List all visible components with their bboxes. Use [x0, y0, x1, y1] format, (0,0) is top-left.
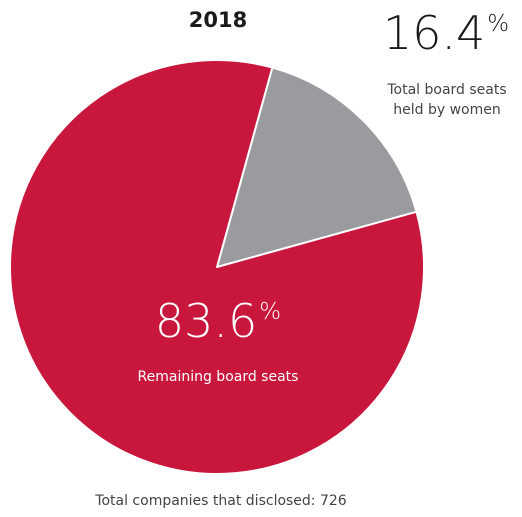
women-percent-sign: %	[487, 10, 510, 37]
remaining-label: Remaining board seats	[137, 369, 299, 385]
chart-title: 2018	[188, 8, 248, 32]
remaining-value: 83.6	[154, 294, 258, 348]
women-label-line2: held by women	[393, 102, 501, 118]
remaining-percentage: 83.6%	[138, 298, 298, 344]
women-label: Total board seats held by women	[372, 80, 522, 120]
pie-slice-remaining	[9, 59, 425, 475]
women-percentage: 16.4%	[370, 10, 522, 56]
women-label-line1: Total board seats	[387, 82, 507, 98]
women-value: 16.4	[382, 6, 486, 60]
remaining-percent-sign: %	[259, 298, 282, 325]
pie-slice-women	[216, 66, 418, 268]
footer-note: Total companies that disclosed: 726	[95, 493, 347, 509]
